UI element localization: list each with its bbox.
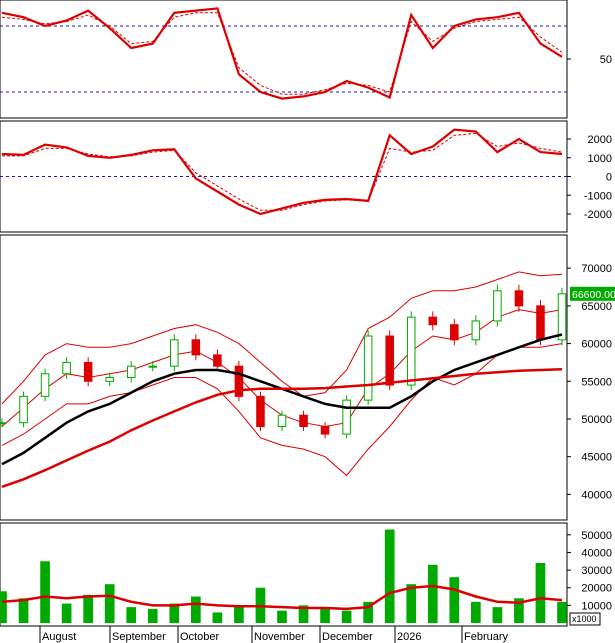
volume-bar <box>535 563 546 623</box>
volume-bar <box>341 610 352 623</box>
month-label: October <box>180 631 219 643</box>
momentum-line <box>1 128 563 216</box>
price-tick-label: 45000 <box>581 452 612 464</box>
candle-body <box>19 395 28 424</box>
price-tick-label: 50000 <box>581 414 612 426</box>
volume-tick-label: 10000 <box>581 600 612 612</box>
month-label: December <box>322 631 373 643</box>
candle-body <box>450 324 459 341</box>
band-lower-line <box>1 343 563 477</box>
volume-bar <box>234 607 244 623</box>
volume-panel: 50000 40000 30000 20000 10000 x1000 <box>0 522 612 627</box>
momentum-tick-label: -1000 <box>584 190 612 202</box>
volume-bar <box>40 561 50 623</box>
candle-body <box>557 293 567 341</box>
price-tick-label: 65000 <box>581 301 612 313</box>
candle-body <box>148 365 158 368</box>
month-label: August <box>42 631 76 643</box>
oscillator-panel: 50 <box>0 0 612 119</box>
volume-average-line <box>1 584 563 611</box>
volume-bar <box>18 598 29 623</box>
volume-bar <box>514 598 524 623</box>
volume-bar <box>104 584 115 623</box>
volume-bar <box>277 610 287 623</box>
candle-body <box>363 335 373 401</box>
momentum-tick-label: 0 <box>606 172 612 184</box>
volume-bar <box>384 529 395 623</box>
volume-bar <box>212 612 223 623</box>
oscillator-line <box>1 7 563 100</box>
candle-body <box>126 365 136 378</box>
candle-body <box>170 339 179 367</box>
candle-body <box>536 305 545 341</box>
candle-body <box>105 377 114 382</box>
volume-tick-label: 40000 <box>581 547 612 559</box>
candle-body <box>83 361 93 382</box>
month-label: 2026 <box>397 631 421 643</box>
oscillator-tick-label: 50 <box>600 54 612 66</box>
volume-bar <box>191 596 201 623</box>
momentum-signal-line <box>2 132 563 211</box>
momentum-tick-label: 1000 <box>588 153 612 165</box>
price-tick-label: 40000 <box>581 489 612 501</box>
band-upper-line <box>1 271 563 405</box>
volume-tick-label: 30000 <box>581 565 612 577</box>
candle-body <box>406 316 416 386</box>
candle-body <box>493 290 502 322</box>
oscillator-signal-line <box>1 12 563 95</box>
candle-body <box>213 354 222 367</box>
volume-bar <box>83 594 93 623</box>
month-axis: August September October November December 20… <box>0 625 567 643</box>
volume-bar <box>0 591 7 623</box>
volume-tick-label: 50000 <box>581 530 612 542</box>
moving-average-red-line <box>1 367 563 488</box>
candle-body <box>277 414 287 428</box>
volume-bar <box>557 601 567 623</box>
momentum-tick-label: -2000 <box>584 209 612 221</box>
volume-bar <box>406 584 417 623</box>
candle-body <box>471 320 481 341</box>
candle-body <box>234 365 244 397</box>
candle-body <box>40 373 50 397</box>
last-price-badge <box>570 286 615 301</box>
volume-bar <box>61 603 72 623</box>
momentum-tick-label: 2000 <box>588 134 612 146</box>
candle-body <box>385 335 394 386</box>
month-label: February <box>464 631 509 643</box>
candle-body <box>299 414 308 428</box>
volume-bar <box>169 603 180 623</box>
candle-body <box>514 290 524 307</box>
candle-body <box>0 422 7 425</box>
volume-unit-box <box>569 612 601 626</box>
candle-body <box>256 395 265 428</box>
month-label: September <box>112 631 166 643</box>
volume-bar <box>427 564 438 623</box>
volume-bar <box>320 608 330 623</box>
volume-bar <box>363 601 373 623</box>
volume-bar <box>449 577 460 623</box>
volume-bar <box>147 608 158 623</box>
candle-body <box>191 339 201 356</box>
price-panel: 70000 65000 60000 55000 50000 45000 40000 6660… <box>0 234 615 521</box>
volume-bar <box>126 607 137 623</box>
candle-body <box>62 361 71 375</box>
momentum-panel: 2000 1000 0 -1000 -2000 <box>0 120 612 233</box>
candle-body <box>428 316 438 326</box>
last-price-label: 66600.00 <box>572 289 615 301</box>
price-tick-label: 60000 <box>581 339 612 351</box>
volume-bar <box>298 605 309 623</box>
volume-unit-label: x1000 <box>572 614 597 624</box>
volume-bar <box>492 607 503 623</box>
volume-bar <box>471 601 481 623</box>
volume-tick-label: 20000 <box>581 583 612 595</box>
candle-body <box>342 399 351 435</box>
price-tick-label: 55000 <box>581 376 612 388</box>
month-label: November <box>254 631 305 643</box>
candle-body <box>320 426 330 435</box>
price-tick-label: 70000 <box>581 263 612 275</box>
